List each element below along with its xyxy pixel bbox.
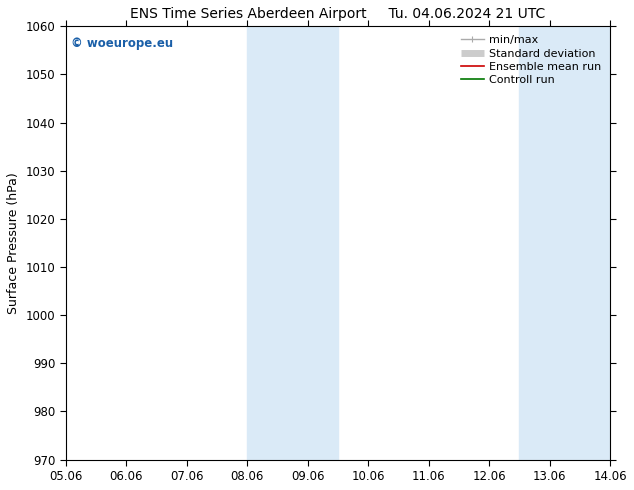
Bar (247, 26, 278, 460)
Text: © woeurope.eu: © woeurope.eu (71, 37, 173, 50)
Bar (278, 26, 338, 460)
Y-axis label: Surface Pressure (hPa): Surface Pressure (hPa) (7, 172, 20, 314)
Legend: min/max, Standard deviation, Ensemble mean run, Controll run: min/max, Standard deviation, Ensemble me… (458, 32, 605, 89)
Title: ENS Time Series Aberdeen Airport     Tu. 04.06.2024 21 UTC: ENS Time Series Aberdeen Airport Tu. 04.… (131, 7, 546, 21)
Bar (550, 26, 611, 460)
Bar (519, 26, 550, 460)
